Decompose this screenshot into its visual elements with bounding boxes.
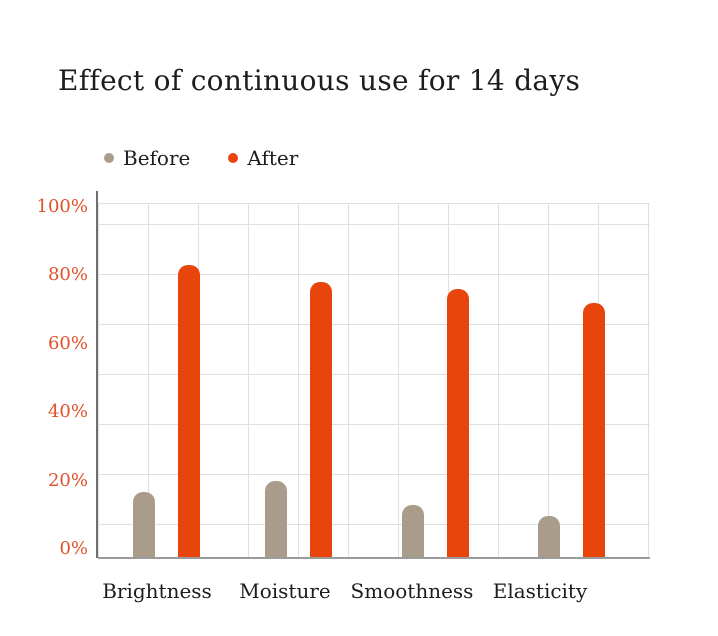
y-axis-tick-label: 80% — [47, 264, 88, 286]
legend: Before After — [104, 146, 298, 170]
legend-dot-after-icon — [228, 153, 239, 163]
bar-after-smoothness — [447, 289, 469, 557]
x-axis-category-label: Elasticity — [492, 579, 588, 603]
y-axis-tick-label: 100% — [36, 196, 88, 217]
plot-area — [98, 203, 650, 559]
x-axis-category-label: Brightness — [102, 579, 212, 603]
legend-label-before: Before — [123, 146, 191, 170]
bar-before-elasticity — [538, 516, 560, 557]
legend-label-after: After — [247, 146, 299, 170]
y-axis-tick-label: 40% — [47, 401, 88, 423]
y-axis-line — [96, 191, 98, 558]
x-axis-category-label: Moisture — [239, 579, 331, 603]
y-axis-tick-label: 0% — [59, 538, 88, 559]
bar-before-moisture — [265, 481, 287, 557]
x-axis-category-label: Smoothness — [350, 579, 474, 603]
y-axis-tick-label: 60% — [47, 332, 88, 354]
legend-dot-before-icon — [104, 153, 114, 163]
legend-item-before: Before — [104, 146, 190, 170]
y-axis-tick-label: 20% — [47, 469, 88, 491]
legend-item-after: After — [228, 146, 298, 170]
chart-title: Effect of continuous use for 14 days — [58, 64, 581, 97]
bar-before-brightness — [133, 492, 155, 557]
bar-before-smoothness — [402, 505, 424, 557]
bar-after-elasticity — [583, 303, 605, 557]
bar-after-moisture — [310, 282, 332, 557]
bar-after-brightness — [178, 265, 200, 557]
